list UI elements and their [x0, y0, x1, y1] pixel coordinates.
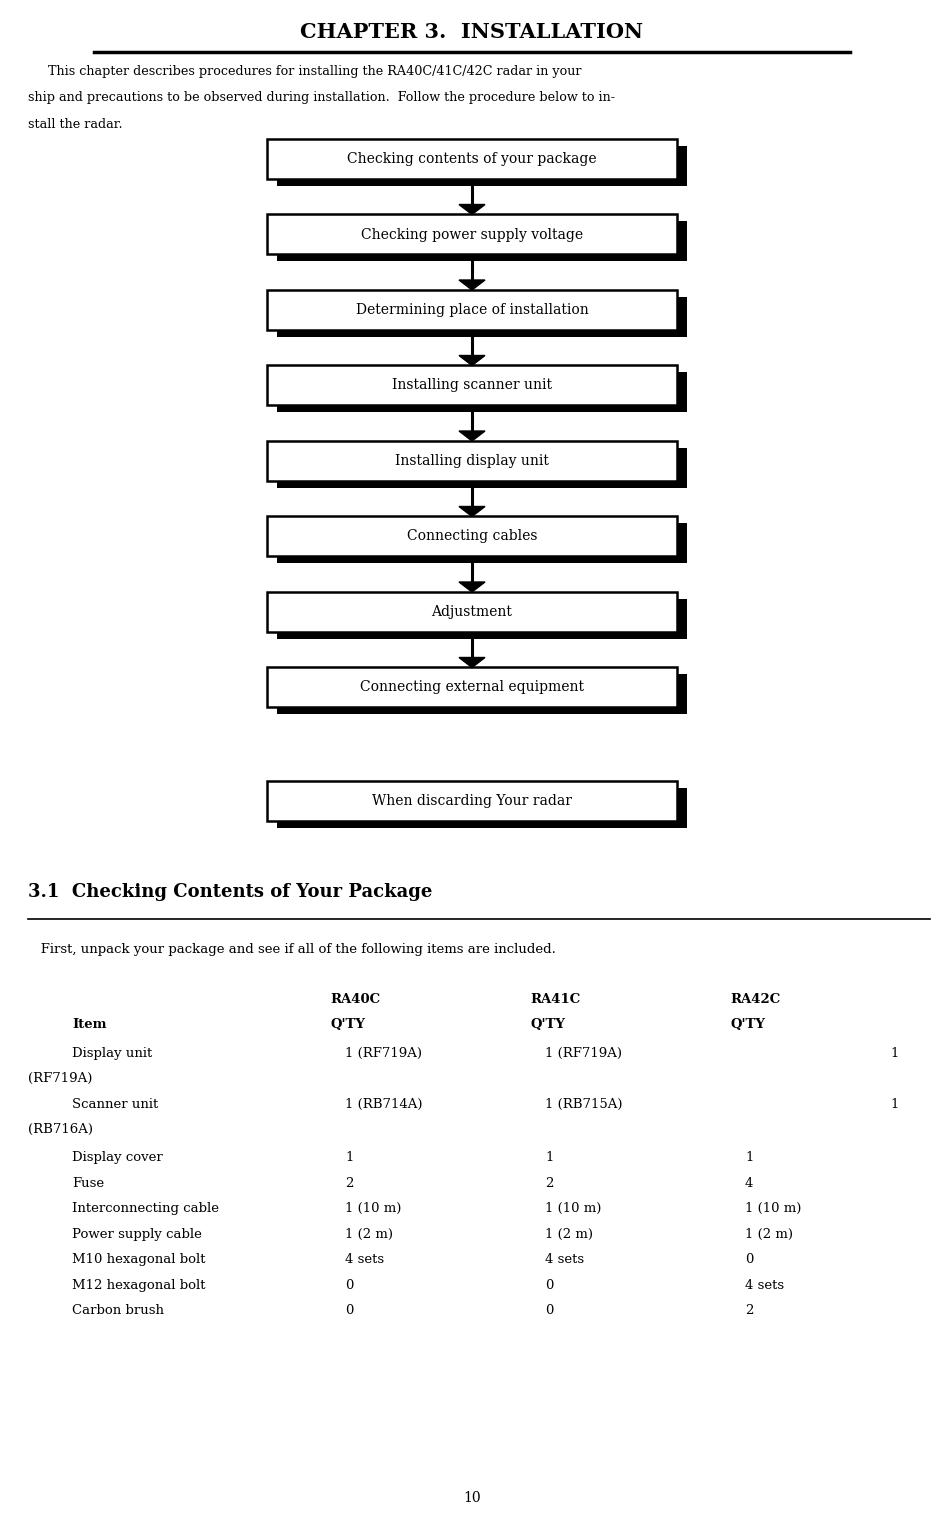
Text: 1: 1	[745, 1151, 753, 1164]
Text: 1 (RF719A): 1 (RF719A)	[345, 1046, 422, 1060]
FancyBboxPatch shape	[277, 296, 687, 337]
Polygon shape	[459, 582, 485, 592]
Text: Fuse: Fuse	[72, 1177, 104, 1190]
Text: RA41C: RA41C	[530, 993, 581, 1006]
Polygon shape	[459, 279, 485, 290]
Text: 10: 10	[464, 1490, 480, 1506]
Text: 0: 0	[345, 1304, 353, 1318]
Text: 1 (2 m): 1 (2 m)	[545, 1228, 593, 1240]
Polygon shape	[459, 507, 485, 516]
Polygon shape	[459, 356, 485, 365]
Text: M12 hexagonal bolt: M12 hexagonal bolt	[72, 1278, 206, 1292]
Text: Display cover: Display cover	[72, 1151, 162, 1164]
Text: This chapter describes procedures for installing the RA40C/41C/42C radar in your: This chapter describes procedures for in…	[28, 66, 582, 78]
Polygon shape	[459, 431, 485, 441]
Text: 1: 1	[345, 1151, 353, 1164]
FancyBboxPatch shape	[277, 788, 687, 828]
Text: Determining place of installation: Determining place of installation	[356, 302, 588, 318]
FancyBboxPatch shape	[277, 147, 687, 186]
FancyBboxPatch shape	[267, 592, 677, 632]
Text: 1 (10 m): 1 (10 m)	[345, 1202, 401, 1215]
Text: 0: 0	[545, 1304, 553, 1318]
Text: (RB716A): (RB716A)	[28, 1122, 93, 1136]
Text: 4: 4	[745, 1177, 753, 1190]
Text: 1 (RB715A): 1 (RB715A)	[545, 1098, 622, 1110]
FancyBboxPatch shape	[267, 214, 677, 255]
FancyBboxPatch shape	[277, 524, 687, 563]
Text: 1 (RF719A): 1 (RF719A)	[545, 1046, 622, 1060]
Text: Scanner unit: Scanner unit	[72, 1098, 159, 1110]
Text: Display unit: Display unit	[72, 1046, 152, 1060]
Text: 1 (2 m): 1 (2 m)	[345, 1228, 393, 1240]
Text: 3.1  Checking Contents of Your Package: 3.1 Checking Contents of Your Package	[28, 883, 432, 901]
Text: CHAPTER 3.  INSTALLATION: CHAPTER 3. INSTALLATION	[300, 21, 644, 43]
Text: Q'TY: Q'TY	[730, 1019, 765, 1032]
Text: 2: 2	[545, 1177, 553, 1190]
Text: M10 hexagonal bolt: M10 hexagonal bolt	[72, 1254, 206, 1266]
Text: When discarding Your radar: When discarding Your radar	[372, 794, 572, 808]
Text: Installing scanner unit: Installing scanner unit	[392, 379, 552, 392]
Text: ship and precautions to be observed during installation.  Follow the procedure b: ship and precautions to be observed duri…	[28, 92, 615, 104]
Text: RA40C: RA40C	[330, 993, 380, 1006]
FancyBboxPatch shape	[277, 221, 687, 261]
Text: Connecting external equipment: Connecting external equipment	[360, 681, 584, 695]
Text: Installing display unit: Installing display unit	[395, 454, 549, 467]
FancyBboxPatch shape	[267, 139, 677, 179]
Text: Interconnecting cable: Interconnecting cable	[72, 1202, 219, 1215]
Text: 4 sets: 4 sets	[545, 1254, 584, 1266]
Text: Q'TY: Q'TY	[330, 1019, 365, 1032]
Text: (RF719A): (RF719A)	[28, 1072, 93, 1086]
Text: First, unpack your package and see if all of the following items are included.: First, unpack your package and see if al…	[28, 944, 556, 956]
Text: 4 sets: 4 sets	[745, 1278, 784, 1292]
Text: 0: 0	[345, 1278, 353, 1292]
Text: 0: 0	[545, 1278, 553, 1292]
Text: 2: 2	[345, 1177, 353, 1190]
Text: 1 (RB714A): 1 (RB714A)	[345, 1098, 423, 1110]
Text: Q'TY: Q'TY	[530, 1019, 565, 1032]
Text: 1: 1	[890, 1098, 899, 1110]
Text: 1 (2 m): 1 (2 m)	[745, 1228, 793, 1240]
FancyBboxPatch shape	[267, 290, 677, 330]
Text: RA42C: RA42C	[730, 993, 781, 1006]
Text: Connecting cables: Connecting cables	[407, 530, 537, 544]
Text: Power supply cable: Power supply cable	[72, 1228, 202, 1240]
Polygon shape	[459, 205, 485, 214]
FancyBboxPatch shape	[267, 516, 677, 556]
Text: 1 (10 m): 1 (10 m)	[745, 1202, 801, 1215]
FancyBboxPatch shape	[267, 780, 677, 822]
FancyBboxPatch shape	[277, 447, 687, 489]
Text: 1 (10 m): 1 (10 m)	[545, 1202, 601, 1215]
Text: 0: 0	[745, 1254, 753, 1266]
Text: Adjustment: Adjustment	[431, 605, 513, 618]
FancyBboxPatch shape	[267, 667, 677, 707]
FancyBboxPatch shape	[277, 675, 687, 715]
Text: 1: 1	[545, 1151, 553, 1164]
Polygon shape	[459, 658, 485, 667]
Text: Carbon brush: Carbon brush	[72, 1304, 164, 1318]
Text: stall the radar.: stall the radar.	[28, 118, 123, 131]
Text: Item: Item	[72, 1019, 107, 1032]
Text: 1: 1	[890, 1046, 899, 1060]
FancyBboxPatch shape	[277, 599, 687, 638]
Text: 4 sets: 4 sets	[345, 1254, 384, 1266]
Text: 2: 2	[745, 1304, 753, 1318]
Text: Checking contents of your package: Checking contents of your package	[347, 153, 597, 166]
Text: Checking power supply voltage: Checking power supply voltage	[361, 228, 583, 241]
FancyBboxPatch shape	[267, 365, 677, 406]
FancyBboxPatch shape	[277, 373, 687, 412]
FancyBboxPatch shape	[267, 441, 677, 481]
